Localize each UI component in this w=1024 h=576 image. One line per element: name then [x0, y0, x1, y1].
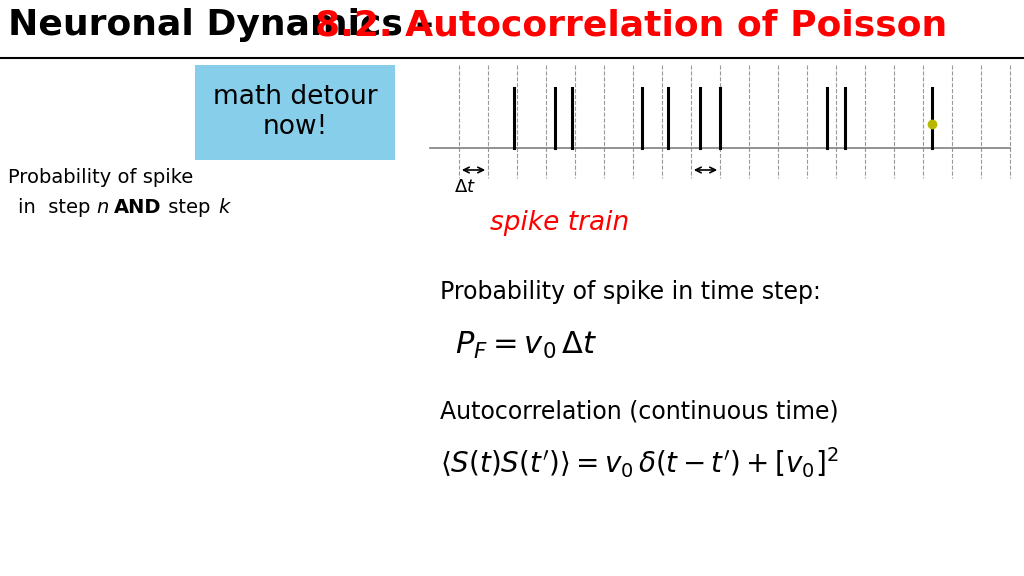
FancyBboxPatch shape — [195, 65, 395, 160]
Text: $\Delta t$: $\Delta t$ — [454, 178, 476, 196]
Text: math detour
now!: math detour now! — [213, 84, 377, 140]
Text: Probability of spike: Probability of spike — [8, 168, 194, 187]
Text: n: n — [96, 198, 109, 217]
Text: $P_F = v_0 \, \Delta t$: $P_F = v_0 \, \Delta t$ — [455, 330, 597, 361]
Text: k: k — [218, 198, 229, 217]
Text: Autocorrelation (continuous time): Autocorrelation (continuous time) — [440, 400, 839, 424]
Text: in  step: in step — [18, 198, 96, 217]
Text: Neuronal Dynamics –: Neuronal Dynamics – — [8, 8, 446, 42]
Text: Probability of spike in time step:: Probability of spike in time step: — [440, 280, 821, 304]
Text: $\langle S(t)S(t^{\prime})\rangle = v_0\, \delta(t-t^{\prime}) + [v_0]^2$: $\langle S(t)S(t^{\prime})\rangle = v_0\… — [440, 445, 839, 480]
Text: step: step — [162, 198, 217, 217]
Text: AND: AND — [114, 198, 162, 217]
Text: 8.2. Autocorrelation of Poisson: 8.2. Autocorrelation of Poisson — [315, 8, 947, 42]
Text: spike train: spike train — [490, 210, 630, 236]
